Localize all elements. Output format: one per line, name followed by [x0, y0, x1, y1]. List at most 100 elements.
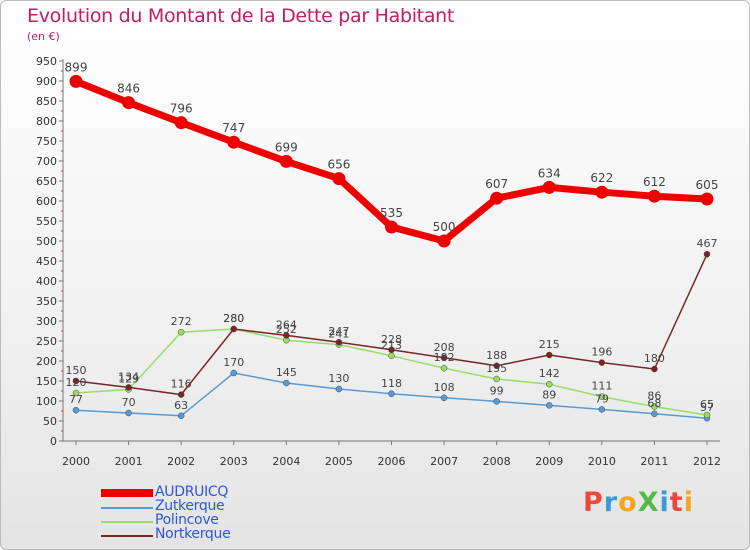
- data-label-audruicq: 500: [433, 220, 456, 234]
- data-point-audruicq: [279, 154, 293, 168]
- data-point-zutkerque: [335, 385, 343, 393]
- legend-item-nortkerque: Nortkerque: [101, 526, 301, 543]
- data-point-zutkerque: [72, 406, 80, 414]
- chart-title: Evolution du Montant de la Dette par Hab…: [27, 5, 455, 27]
- data-point-polincove: [177, 328, 185, 336]
- x-tick-label: 2005: [325, 455, 353, 468]
- legend-swatch-polincove: [101, 521, 153, 523]
- data-point-audruicq: [332, 172, 346, 186]
- x-tick-label: 2002: [167, 455, 195, 468]
- x-tick-label: 2007: [430, 455, 458, 468]
- data-point-polincove: [703, 411, 711, 419]
- y-tick-label: 100: [36, 395, 57, 408]
- data-label-zutkerque: 63: [174, 399, 188, 412]
- x-tick-label: 2000: [62, 455, 90, 468]
- data-point-polincove: [388, 352, 395, 360]
- data-label-audruicq: 622: [590, 171, 613, 185]
- y-tick-label: 250: [36, 335, 57, 348]
- logo-letter: i: [659, 487, 670, 518]
- data-label-audruicq: 796: [170, 102, 193, 116]
- data-label-polincove: 241: [328, 328, 349, 341]
- data-label-audruicq: 605: [696, 178, 719, 192]
- data-point-nortkerque: [546, 351, 553, 359]
- data-label-audruicq: 634: [538, 166, 561, 180]
- chart-subtitle: (en €): [27, 30, 60, 43]
- y-tick-label: 900: [36, 75, 57, 88]
- data-point-zutkerque: [230, 369, 237, 377]
- data-point-audruicq: [69, 74, 83, 88]
- data-point-polincove: [546, 380, 553, 388]
- data-point-nortkerque: [493, 362, 500, 370]
- data-label-nortkerque: 116: [171, 378, 192, 391]
- data-label-zutkerque: 108: [434, 381, 455, 394]
- y-tick-label: 450: [36, 255, 57, 268]
- data-point-audruicq: [647, 189, 661, 203]
- data-point-nortkerque: [651, 365, 658, 373]
- x-tick-label: 2001: [115, 455, 143, 468]
- y-tick-label: 500: [36, 235, 57, 248]
- data-point-zutkerque: [493, 398, 500, 405]
- data-label-zutkerque: 118: [381, 377, 402, 390]
- data-label-polincove: 182: [434, 351, 455, 364]
- legend-item-zutkerque: Zutkerque: [101, 498, 301, 515]
- x-tick-label: 2004: [272, 455, 300, 468]
- logo-letter: i: [683, 487, 694, 518]
- data-label-nortkerque: 180: [644, 352, 665, 365]
- x-tick-label: 2006: [378, 455, 406, 468]
- data-point-nortkerque: [388, 346, 395, 354]
- data-point-zutkerque: [546, 402, 553, 409]
- data-point-polincove: [651, 403, 658, 410]
- legend-label-nortkerque: Nortkerque: [155, 526, 231, 542]
- legend-label-zutkerque: Zutkerque: [155, 498, 225, 514]
- legend-label-polincove: Polincove: [155, 512, 219, 528]
- legend-swatch-nortkerque: [101, 535, 153, 537]
- data-point-zutkerque: [598, 406, 606, 413]
- data-label-nortkerque: 150: [66, 364, 87, 377]
- data-label-zutkerque: 130: [328, 372, 349, 385]
- data-point-nortkerque: [703, 250, 711, 258]
- data-point-polincove: [72, 389, 80, 397]
- data-label-polincove: 65: [700, 398, 714, 411]
- data-point-nortkerque: [125, 384, 132, 391]
- data-point-polincove: [440, 364, 448, 372]
- data-point-nortkerque: [230, 325, 237, 333]
- data-label-polincove: 129: [118, 372, 139, 385]
- data-point-audruicq: [437, 234, 451, 248]
- data-label-polincove: 280: [223, 312, 244, 325]
- logo-letter: r: [603, 487, 619, 518]
- data-labels-layer: 77 70 63 170 145 130 118 108 99 89 79 68 57 120 129 272…: [65, 60, 719, 414]
- data-point-audruicq: [174, 116, 188, 130]
- data-label-zutkerque: 77: [69, 393, 83, 406]
- logo-letter: P: [583, 487, 604, 518]
- data-label-polincove: 155: [486, 362, 507, 375]
- x-tick-label: 2011: [640, 455, 668, 468]
- x-tick-label: 2003: [220, 455, 248, 468]
- data-point-zutkerque: [388, 390, 395, 398]
- data-label-zutkerque: 57: [700, 401, 714, 414]
- data-label-polincove: 111: [591, 380, 612, 393]
- data-label-nortkerque: 196: [591, 346, 612, 359]
- legend-swatch-zutkerque: [101, 507, 153, 509]
- y-tick-label: 350: [36, 295, 57, 308]
- data-point-audruicq: [490, 191, 504, 205]
- x-tick-label: 2012: [693, 455, 721, 468]
- logo-letter: t: [669, 487, 684, 518]
- data-label-audruicq: 612: [643, 175, 666, 189]
- legend-label-audruicq: AUDRUICQ: [155, 484, 229, 500]
- legend-item-audruicq: AUDRUICQ: [101, 484, 301, 501]
- y-tick-label: 600: [36, 195, 57, 208]
- data-point-polincove: [493, 375, 500, 383]
- proxiti-logo: ProXiti: [583, 487, 694, 518]
- y-tick-label: 550: [36, 215, 57, 228]
- data-point-audruicq: [385, 220, 398, 234]
- data-label-zutkerque: 99: [490, 384, 504, 397]
- y-tick-label: 200: [36, 355, 57, 368]
- y-tick-label: 650: [36, 175, 57, 188]
- data-point-nortkerque: [440, 354, 448, 362]
- data-label-nortkerque: 134: [118, 370, 139, 383]
- data-label-nortkerque: 215: [539, 338, 560, 351]
- y-tick-label: 300: [36, 315, 57, 328]
- data-point-audruicq: [542, 180, 556, 194]
